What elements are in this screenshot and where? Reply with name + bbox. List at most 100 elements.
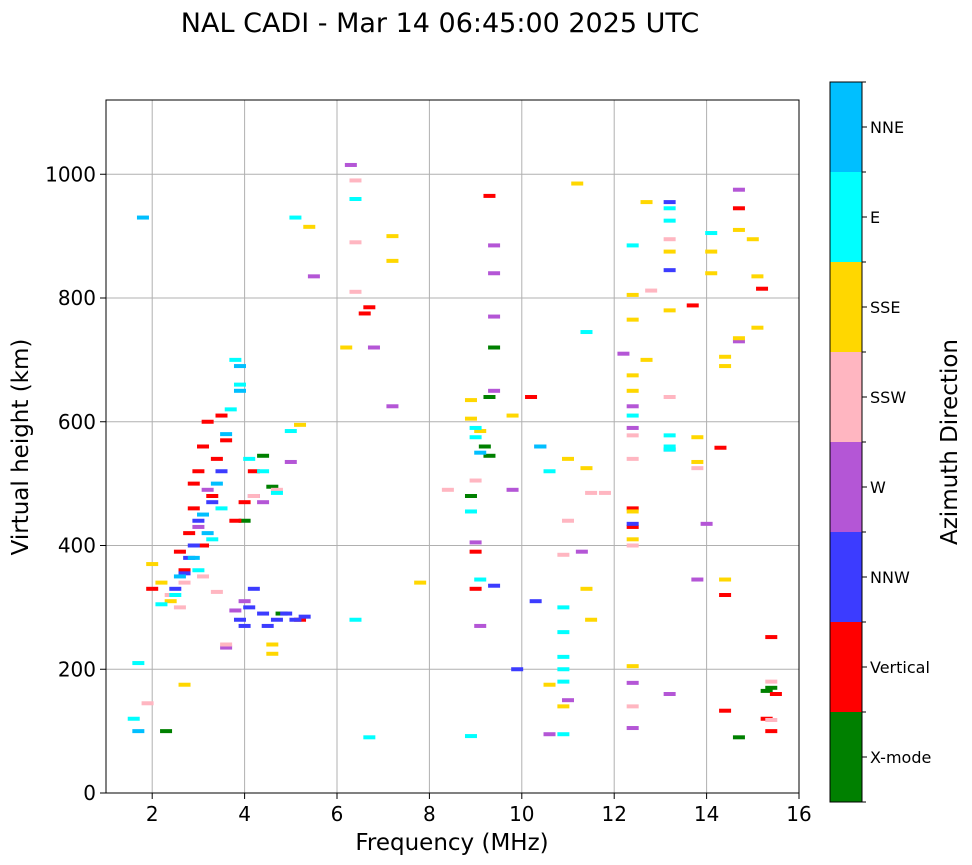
data-point-e	[557, 679, 570, 684]
data-point-e	[626, 413, 639, 418]
y-tick-label: 200	[58, 657, 96, 681]
data-point-nne	[210, 481, 223, 486]
data-point-sse	[474, 429, 487, 434]
data-point-vertical	[220, 438, 233, 443]
data-point-ssw	[173, 605, 186, 610]
data-point-w	[691, 577, 704, 582]
data-point-sse	[340, 345, 353, 350]
data-point-e	[557, 654, 570, 659]
data-point-vertical	[714, 445, 727, 450]
data-point-sse	[705, 271, 718, 276]
data-point-e	[626, 243, 639, 248]
data-point-w	[626, 425, 639, 430]
x-tick-label: 14	[694, 802, 719, 826]
y-axis-title: Virtual height (km)	[8, 339, 34, 556]
data-point-sse	[506, 413, 519, 418]
data-point-nnw	[243, 605, 256, 610]
data-point-sse	[663, 249, 676, 254]
data-point-vertical	[210, 456, 223, 461]
data-point-w	[220, 645, 233, 650]
data-point-sse	[663, 308, 676, 313]
colorbar-label-ssw: SSW	[870, 388, 906, 407]
data-point-nnw	[257, 611, 270, 616]
data-point-ssw	[557, 552, 570, 557]
data-point-vertical	[469, 586, 482, 591]
data-point-sse	[691, 435, 704, 440]
data-point-w	[488, 388, 501, 393]
data-point-ssw	[441, 487, 454, 492]
data-point-vertical	[178, 568, 191, 573]
data-points	[127, 162, 782, 740]
data-point-nnw	[187, 543, 200, 548]
data-point-sse	[746, 237, 759, 242]
y-tick-label: 600	[58, 410, 96, 434]
data-point-vertical	[765, 635, 778, 640]
colorbar-segment-nne	[830, 82, 862, 172]
data-point-e	[206, 537, 219, 542]
data-point-w	[575, 549, 588, 554]
data-point-vertical	[686, 303, 699, 308]
data-point-nnw	[247, 586, 260, 591]
data-point-ssw	[469, 478, 482, 483]
x-tick-label: 4	[238, 802, 251, 826]
data-point-sse	[580, 466, 593, 471]
plot-area: 2 4 6 8 10 12 14 16 0 200 400 600 800 1000	[45, 99, 812, 826]
data-point-nnw	[488, 583, 501, 588]
data-point-x-mode	[478, 444, 491, 449]
data-point-ssw	[562, 518, 574, 523]
x-axis-title: Frequency (MHz)	[355, 830, 548, 856]
data-point-nnw	[663, 268, 676, 273]
data-point-nnw	[206, 500, 219, 505]
data-point-e	[557, 732, 570, 737]
data-point-sse	[266, 651, 279, 656]
data-point-sse	[626, 373, 639, 378]
data-point-vertical	[187, 481, 200, 486]
data-point-sse	[626, 292, 639, 297]
data-point-vertical	[215, 413, 228, 418]
data-point-vertical	[197, 444, 210, 449]
data-point-sse	[751, 274, 764, 279]
data-point-w	[238, 599, 251, 604]
data-point-nnw	[663, 200, 676, 205]
data-point-w	[488, 243, 501, 248]
data-point-sse	[562, 456, 574, 461]
data-point-e	[349, 617, 362, 622]
colorbar: X-mode Vertical NNW W SSW SSE E NNE	[829, 81, 931, 803]
data-point-ssw	[141, 701, 154, 706]
x-tick-label: 8	[423, 802, 436, 826]
data-point-w	[488, 271, 501, 276]
data-point-e	[270, 490, 283, 495]
data-point-w	[201, 487, 214, 492]
data-point-x-mode	[483, 453, 496, 458]
data-point-w	[626, 680, 639, 685]
data-point-e	[243, 456, 256, 461]
data-point-sse	[155, 580, 168, 585]
data-point-vertical	[247, 469, 260, 474]
data-point-w	[474, 623, 487, 628]
data-point-ssw	[691, 466, 704, 471]
data-point-e	[349, 197, 362, 201]
colorbar-title: Azimuth Direction	[937, 339, 963, 545]
data-point-x-mode	[760, 688, 773, 693]
data-point-e	[557, 605, 570, 610]
data-point-sse	[414, 580, 427, 585]
data-point-e	[169, 593, 182, 597]
data-point-sse	[719, 364, 732, 369]
data-point-e	[224, 407, 237, 412]
data-point-sse	[626, 537, 639, 542]
data-point-vertical	[756, 286, 769, 291]
data-point-w	[732, 339, 745, 344]
data-point-nnw	[529, 599, 542, 604]
plot-background	[106, 100, 799, 793]
colorbar-ticks: X-mode Vertical NNW W SSW SSE E NNE	[862, 81, 931, 803]
data-point-sse	[626, 388, 639, 393]
data-point-e	[557, 667, 570, 672]
data-point-w	[732, 187, 745, 192]
x-axis-ticks: 2 4 6 8 10 12 14 16	[146, 793, 812, 826]
data-point-nne	[233, 364, 246, 369]
data-point-nne	[132, 729, 145, 734]
colorbar-segment-ssw	[830, 352, 862, 442]
data-point-ssw	[270, 487, 283, 492]
data-point-nnw	[626, 521, 639, 526]
